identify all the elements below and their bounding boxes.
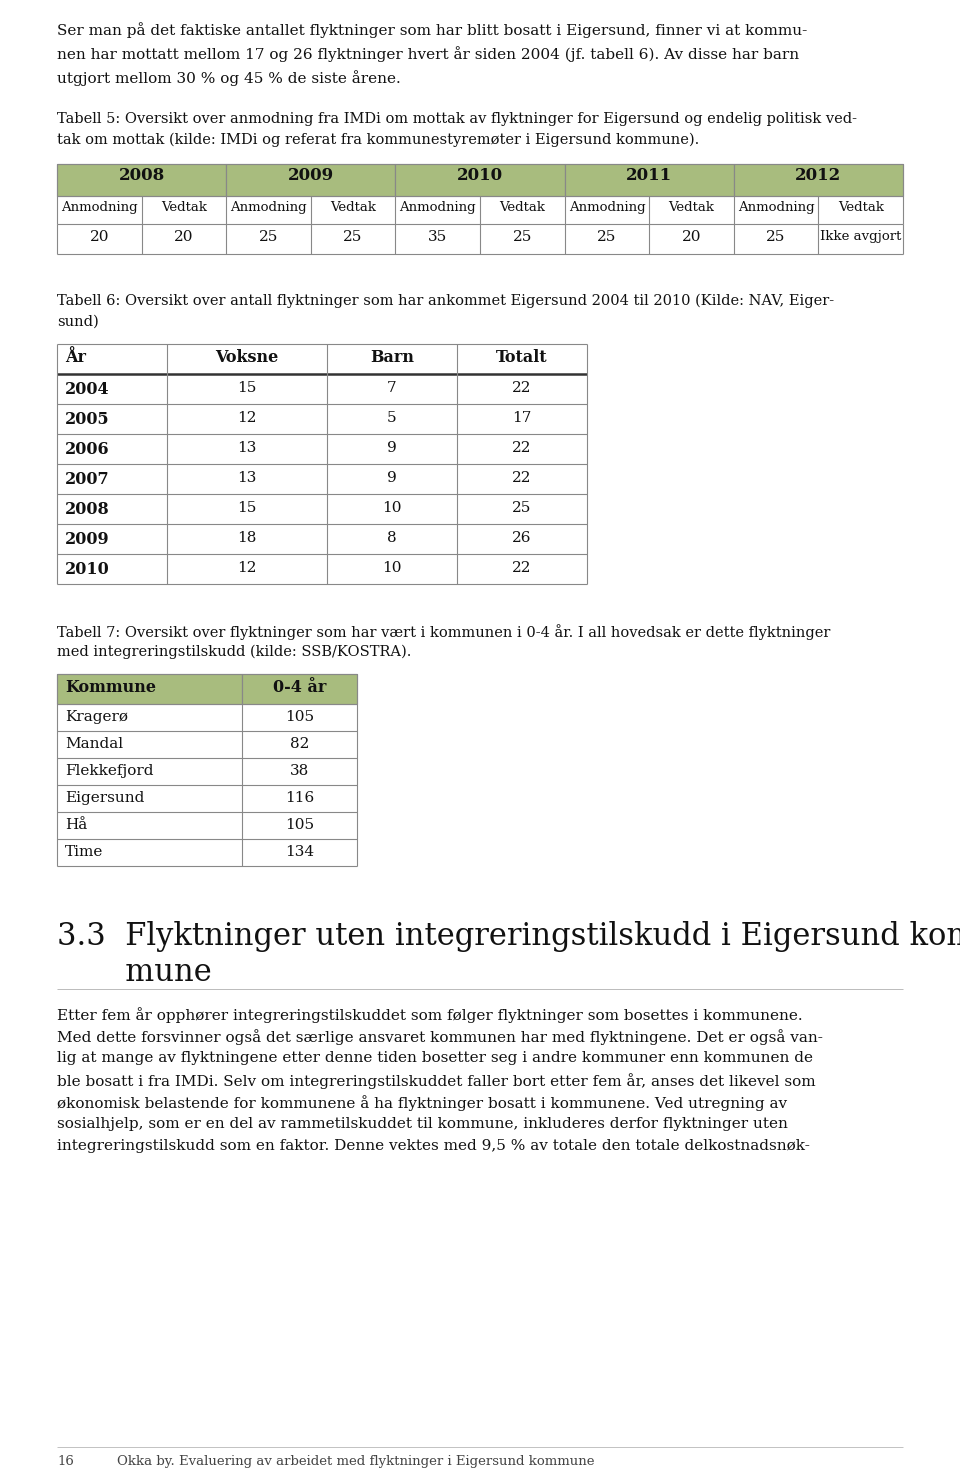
Bar — [733, 165, 903, 196]
Text: Kommune: Kommune — [65, 679, 156, 695]
Text: med integreringstilskudd (kilde: SSB/KOSTRA).: med integreringstilskudd (kilde: SSB/KOS… — [57, 645, 412, 660]
Text: Med dette forsvinner også det særlige ansvaret kommunen har med flyktningene. De: Med dette forsvinner også det særlige an… — [57, 1029, 823, 1045]
Text: 10: 10 — [382, 501, 401, 514]
Text: Flekkefjord: Flekkefjord — [65, 764, 154, 778]
Text: Mandal: Mandal — [65, 736, 123, 751]
Text: 18: 18 — [237, 531, 256, 545]
Text: Anmodning: Anmodning — [568, 201, 645, 215]
Text: Vedtak: Vedtak — [838, 201, 884, 215]
Text: sosialhjelp, som er en del av rammetilskuddet til kommune, inkluderes derfor fly: sosialhjelp, som er en del av rammetilsk… — [57, 1117, 788, 1130]
Text: Voksne: Voksne — [215, 348, 278, 366]
Text: 22: 22 — [513, 381, 532, 395]
Text: Ser man på det faktiske antallet flyktninger som har blitt bosatt i Eigersund, f: Ser man på det faktiske antallet flyktni… — [57, 22, 807, 38]
Bar — [57, 165, 227, 196]
Text: Vedtak: Vedtak — [330, 201, 376, 215]
Text: Etter fem år opphører integreringstilskuddet som følger flyktninger som bosettes: Etter fem år opphører integreringstilsku… — [57, 1007, 803, 1023]
Text: utgjort mellom 30 % og 45 % de siste årene.: utgjort mellom 30 % og 45 % de siste åre… — [57, 71, 400, 85]
Text: Barn: Barn — [370, 348, 414, 366]
Text: 134: 134 — [285, 845, 314, 858]
Text: nen har mottatt mellom 17 og 26 flyktninger hvert år siden 2004 (jf. tabell 6). : nen har mottatt mellom 17 og 26 flyktnin… — [57, 46, 799, 62]
Text: Ikke avgjort: Ikke avgjort — [820, 229, 901, 243]
Text: 13: 13 — [237, 470, 256, 485]
Text: 25: 25 — [513, 501, 532, 514]
Text: Hå: Hå — [65, 817, 87, 832]
Text: Vedtak: Vedtak — [668, 201, 714, 215]
Text: Tabell 5: Oversikt over anmodning fra IMDi om mottak av flyktninger for Eigersun: Tabell 5: Oversikt over anmodning fra IM… — [57, 112, 857, 126]
Bar — [564, 165, 733, 196]
Text: 25: 25 — [259, 229, 278, 244]
Text: 2008: 2008 — [118, 168, 165, 184]
Text: 20: 20 — [174, 229, 194, 244]
Bar — [396, 165, 564, 196]
Text: 105: 105 — [285, 710, 314, 725]
Bar — [227, 165, 396, 196]
Bar — [57, 675, 242, 704]
Text: 25: 25 — [344, 229, 363, 244]
Text: 2008: 2008 — [65, 501, 109, 517]
Text: ble bosatt i fra IMDi. Selv om integreringstilskuddet faller bort etter fem år, : ble bosatt i fra IMDi. Selv om integreri… — [57, 1073, 816, 1089]
Text: Tabell 7: Oversikt over flyktninger som har vært i kommunen i 0-4 år. I all hove: Tabell 7: Oversikt over flyktninger som … — [57, 623, 830, 639]
Text: 25: 25 — [513, 229, 532, 244]
Text: 2012: 2012 — [795, 168, 842, 184]
Text: 2005: 2005 — [65, 412, 109, 428]
Text: 12: 12 — [237, 412, 256, 425]
Text: 38: 38 — [290, 764, 309, 778]
Bar — [242, 675, 357, 704]
Text: mune: mune — [57, 957, 212, 988]
Text: 2004: 2004 — [65, 381, 109, 398]
Text: 15: 15 — [237, 501, 256, 514]
Text: tak om mottak (kilde: IMDi og referat fra kommunestyremøter i Eigersund kommune): tak om mottak (kilde: IMDi og referat fr… — [57, 132, 699, 147]
Text: Time: Time — [65, 845, 104, 858]
Text: integreringstilskudd som en faktor. Denne vektes med 9,5 % av totale den totale : integreringstilskudd som en faktor. Denn… — [57, 1139, 810, 1152]
Text: 12: 12 — [237, 562, 256, 575]
Text: Anmodning: Anmodning — [738, 201, 814, 215]
Text: 22: 22 — [513, 562, 532, 575]
Text: 15: 15 — [237, 381, 256, 395]
Text: Vedtak: Vedtak — [499, 201, 545, 215]
Text: sund): sund) — [57, 315, 99, 329]
Text: lig at mange av flyktningene etter denne tiden bosetter seg i andre kommuner enn: lig at mange av flyktningene etter denne… — [57, 1051, 813, 1064]
Text: Anmodning: Anmodning — [230, 201, 307, 215]
Text: 35: 35 — [428, 229, 447, 244]
Text: 2007: 2007 — [65, 470, 109, 488]
Text: 7: 7 — [387, 381, 396, 395]
Text: Vedtak: Vedtak — [161, 201, 207, 215]
Text: økonomisk belastende for kommunene å ha flyktninger bosatt i kommunene. Ved utre: økonomisk belastende for kommunene å ha … — [57, 1095, 787, 1111]
Text: 3.3  Flyktninger uten integreringstilskudd i Eigersund kom-: 3.3 Flyktninger uten integreringstilskud… — [57, 922, 960, 953]
Text: 17: 17 — [513, 412, 532, 425]
Text: 82: 82 — [290, 736, 309, 751]
Text: 22: 22 — [513, 441, 532, 456]
Text: 16: 16 — [57, 1455, 74, 1469]
Text: 20: 20 — [682, 229, 701, 244]
Text: 5: 5 — [387, 412, 396, 425]
Text: 2010: 2010 — [457, 168, 503, 184]
Text: 116: 116 — [285, 791, 314, 806]
Text: 2011: 2011 — [626, 168, 672, 184]
Text: 25: 25 — [597, 229, 616, 244]
Text: 25: 25 — [766, 229, 786, 244]
Text: 20: 20 — [89, 229, 109, 244]
Text: 13: 13 — [237, 441, 256, 456]
Text: 2009: 2009 — [288, 168, 334, 184]
Text: Okka by. Evaluering av arbeidet med flyktninger i Eigersund kommune: Okka by. Evaluering av arbeidet med flyk… — [117, 1455, 594, 1469]
Text: Totalt: Totalt — [496, 348, 548, 366]
Text: Eigersund: Eigersund — [65, 791, 144, 806]
Text: 8: 8 — [387, 531, 396, 545]
Text: 22: 22 — [513, 470, 532, 485]
Text: 2009: 2009 — [65, 531, 109, 548]
Text: 0-4 år: 0-4 år — [273, 679, 326, 695]
Text: Kragerø: Kragerø — [65, 710, 128, 725]
Text: 26: 26 — [513, 531, 532, 545]
Text: 9: 9 — [387, 441, 396, 456]
Text: Anmodning: Anmodning — [399, 201, 476, 215]
Text: Anmodning: Anmodning — [61, 201, 137, 215]
Text: 2006: 2006 — [65, 441, 109, 459]
Text: Tabell 6: Oversikt over antall flyktninger som har ankommet Eigersund 2004 til 2: Tabell 6: Oversikt over antall flyktning… — [57, 294, 834, 309]
Text: 105: 105 — [285, 817, 314, 832]
Text: 10: 10 — [382, 562, 401, 575]
Text: År: År — [65, 348, 86, 366]
Text: 9: 9 — [387, 470, 396, 485]
Text: 2010: 2010 — [65, 562, 109, 578]
